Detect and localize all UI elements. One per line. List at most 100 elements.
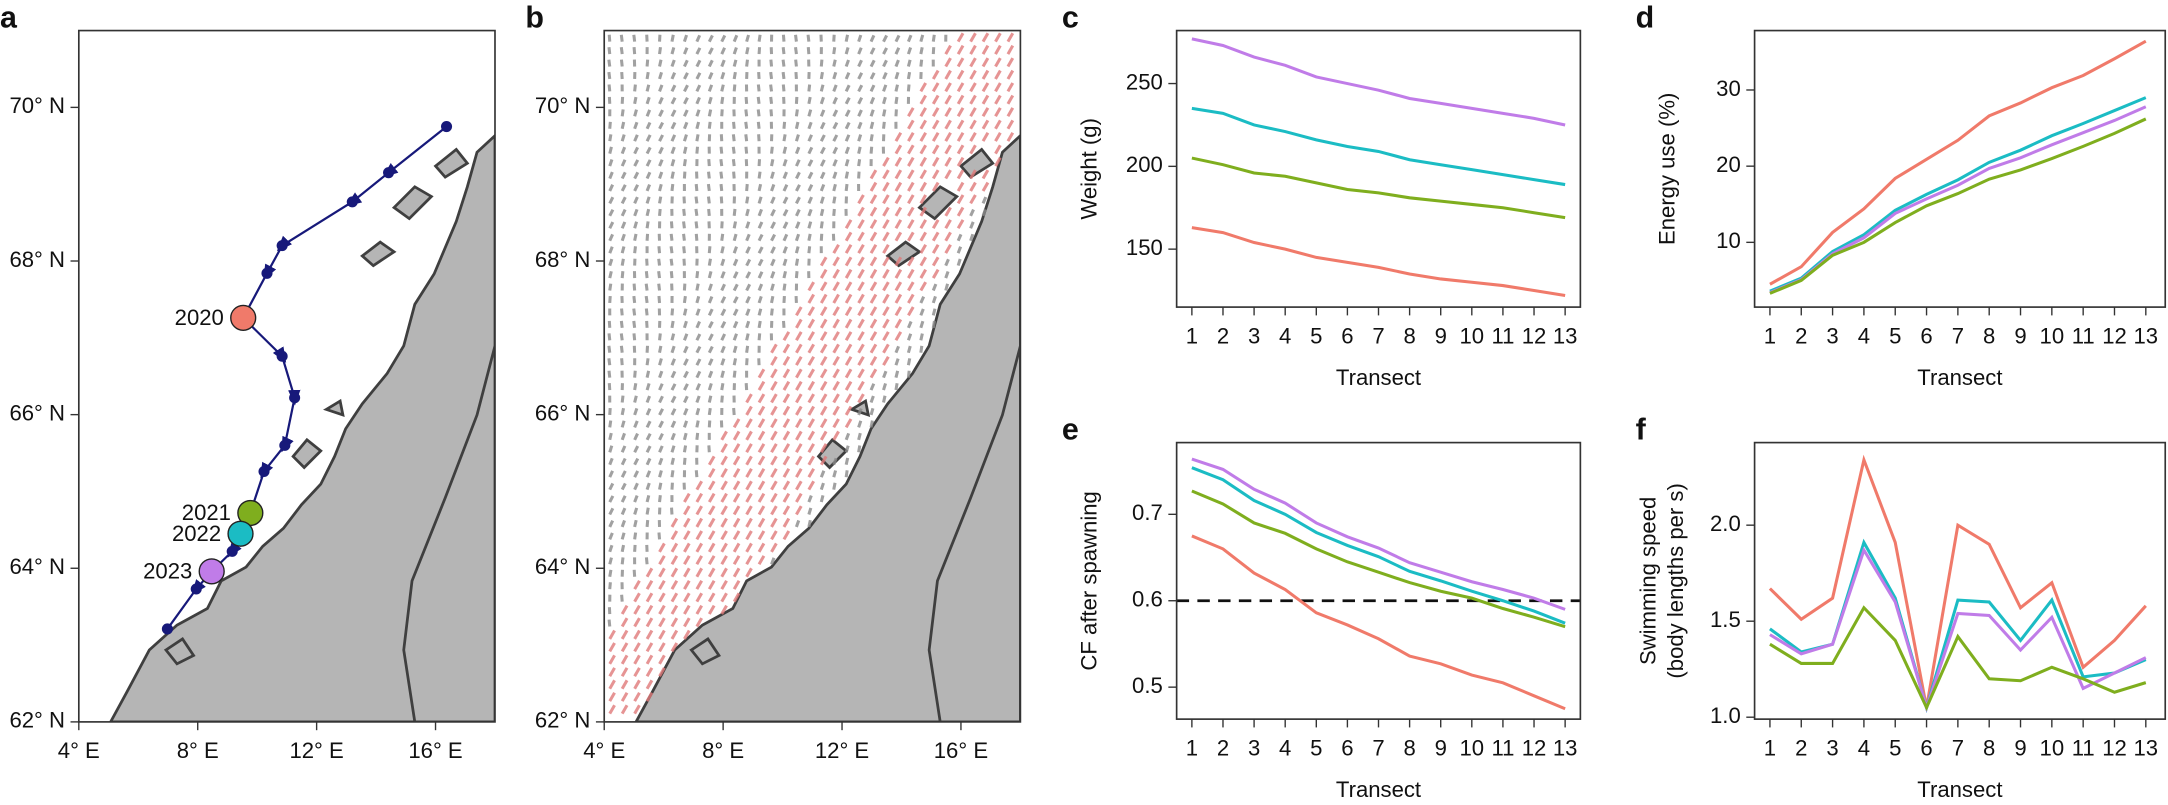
current-arrow [682, 121, 689, 130]
current-arrow [658, 567, 666, 578]
current-arrow [807, 159, 814, 167]
current-arrow [857, 194, 865, 205]
track-point [346, 196, 358, 208]
current-arrow [807, 196, 813, 204]
current-arrow [608, 420, 613, 428]
y-tick-label: 70° N [535, 93, 591, 118]
current-arrow [931, 156, 940, 167]
current-arrow [732, 567, 741, 578]
current-arrow [620, 482, 627, 491]
current-arrow [720, 96, 725, 105]
current-arrow [807, 368, 815, 379]
current-arrow [682, 308, 688, 316]
track-point [383, 167, 395, 179]
current-arrow [882, 181, 890, 192]
track-point [279, 439, 291, 451]
current-arrow [682, 208, 686, 216]
current-arrow [620, 271, 625, 279]
current-arrow [819, 281, 828, 292]
current-arrow [720, 283, 726, 292]
current-arrow [944, 244, 952, 254]
current-arrow [720, 246, 725, 254]
current-arrow [720, 604, 728, 615]
current-arrow [757, 530, 766, 541]
current-arrow [620, 358, 624, 366]
current-arrow [782, 196, 789, 205]
x-tick-label: 9 [1435, 323, 1447, 348]
current-arrow [894, 256, 903, 267]
current-arrow [658, 159, 664, 167]
current-arrow [919, 194, 927, 205]
track-point [190, 583, 202, 595]
current-arrow [732, 246, 738, 254]
current-arrow [857, 219, 865, 230]
current-arrow [882, 121, 886, 129]
current-arrow [658, 667, 666, 678]
current-arrow [757, 183, 763, 192]
current-arrow [707, 468, 716, 478]
current-arrow [807, 146, 814, 155]
x-tick-label: 5 [1889, 735, 1901, 760]
current-arrow [981, 169, 990, 180]
current-arrow [981, 44, 990, 55]
current-arrow [732, 34, 739, 43]
x-tick-label: 10 [1460, 323, 1485, 348]
current-arrow [707, 34, 714, 43]
current-arrow [669, 271, 674, 279]
current-arrow [882, 59, 888, 68]
x-tick-label: 9 [2014, 735, 2026, 760]
x-axis-label: Transect [1917, 777, 2002, 802]
current-arrow [807, 405, 815, 416]
current-arrow [857, 34, 863, 43]
current-arrow [944, 206, 952, 217]
current-arrow [645, 146, 652, 155]
current-arrow [807, 246, 812, 254]
x-tick-label: 12 [2102, 735, 2127, 760]
current-arrow [782, 380, 791, 391]
current-arrow [608, 457, 614, 466]
current-arrow [707, 59, 714, 68]
x-tick-label: 8 [1403, 735, 1415, 760]
current-arrow [782, 343, 791, 354]
current-arrow [633, 654, 641, 665]
current-arrow [756, 109, 761, 117]
current-arrow [919, 107, 927, 118]
current-arrow [658, 121, 665, 130]
current-arrow [906, 333, 913, 341]
current-arrow [682, 432, 688, 441]
current-arrow [819, 418, 828, 429]
series-line [1191, 534, 1566, 711]
current-arrow [757, 555, 766, 566]
current-arrow [645, 580, 654, 590]
y-tick-label: 150 [1126, 235, 1163, 260]
current-arrow [894, 318, 903, 329]
y-tick-label: 66° N [535, 400, 591, 425]
current-arrow [869, 318, 878, 329]
current-arrow [919, 169, 927, 180]
current-arrow [657, 271, 662, 279]
current-arrow [819, 221, 824, 229]
current-arrow [857, 72, 864, 80]
current-arrow [670, 470, 675, 478]
current-arrow [633, 171, 640, 180]
y-tick-label: 64° N [9, 554, 65, 579]
current-arrow [682, 146, 688, 154]
current-arrow [782, 233, 789, 242]
current-arrow [969, 82, 977, 93]
x-tick-label: 3 [1826, 323, 1838, 348]
current-arrow [682, 159, 687, 167]
current-arrow [695, 109, 701, 117]
current-arrow [981, 94, 990, 105]
current-arrow [707, 333, 714, 341]
current-arrow [670, 358, 676, 366]
current-arrow [745, 258, 752, 267]
panel-letter: c [1062, 1, 1079, 35]
current-arrow [819, 368, 828, 379]
current-arrow [931, 268, 940, 279]
current-arrow [695, 555, 703, 566]
current-arrow [645, 134, 652, 142]
current-arrow [944, 156, 952, 167]
current-arrow [745, 345, 750, 353]
current-arrow [857, 159, 862, 167]
